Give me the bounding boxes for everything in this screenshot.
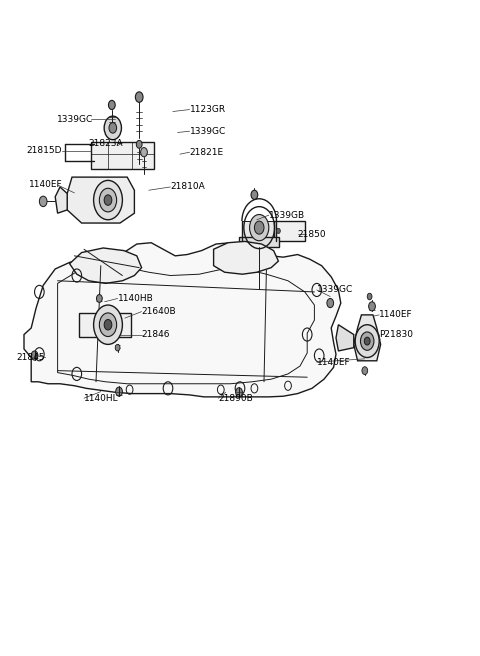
Polygon shape xyxy=(214,241,278,274)
Text: 21640B: 21640B xyxy=(142,307,176,316)
Polygon shape xyxy=(70,248,142,283)
Circle shape xyxy=(94,180,122,220)
Circle shape xyxy=(104,319,112,330)
Polygon shape xyxy=(55,187,67,213)
Text: 1140EF: 1140EF xyxy=(317,358,350,367)
Circle shape xyxy=(135,92,143,102)
Polygon shape xyxy=(336,325,354,351)
Circle shape xyxy=(96,295,102,302)
Circle shape xyxy=(115,344,120,351)
Text: 1339GB: 1339GB xyxy=(269,211,305,220)
Circle shape xyxy=(360,332,374,350)
Circle shape xyxy=(254,221,264,234)
Text: 21823A: 21823A xyxy=(89,138,123,148)
Circle shape xyxy=(369,302,375,311)
Circle shape xyxy=(104,116,121,140)
Text: 1123GR: 1123GR xyxy=(190,105,226,114)
Text: 1339GC: 1339GC xyxy=(317,285,353,295)
Circle shape xyxy=(327,298,334,308)
Polygon shape xyxy=(24,243,341,397)
Circle shape xyxy=(94,305,122,344)
Circle shape xyxy=(250,215,269,241)
Circle shape xyxy=(367,293,372,300)
Polygon shape xyxy=(239,237,279,247)
Circle shape xyxy=(99,188,117,212)
Circle shape xyxy=(104,195,112,205)
Circle shape xyxy=(136,140,142,148)
Text: 1140EF: 1140EF xyxy=(379,310,413,319)
Circle shape xyxy=(99,313,117,337)
Text: 1339GC: 1339GC xyxy=(57,115,94,124)
Circle shape xyxy=(141,148,147,157)
Circle shape xyxy=(108,100,115,110)
Polygon shape xyxy=(67,177,134,223)
Text: 21810A: 21810A xyxy=(170,182,205,192)
Text: 21846: 21846 xyxy=(142,330,170,339)
Circle shape xyxy=(116,387,122,396)
Circle shape xyxy=(276,228,280,234)
Text: 21815D: 21815D xyxy=(26,146,62,155)
Circle shape xyxy=(362,367,368,375)
Circle shape xyxy=(39,196,47,207)
Circle shape xyxy=(31,351,38,360)
Circle shape xyxy=(355,325,379,358)
Text: 21821E: 21821E xyxy=(190,148,224,157)
Polygon shape xyxy=(79,313,131,337)
Polygon shape xyxy=(274,221,305,241)
Text: 1140HL: 1140HL xyxy=(84,394,119,403)
Polygon shape xyxy=(242,221,276,237)
Text: P21830: P21830 xyxy=(379,330,413,339)
Circle shape xyxy=(236,388,242,397)
Text: 1140EF: 1140EF xyxy=(29,180,62,190)
Text: 21845: 21845 xyxy=(17,353,45,362)
Text: 1140HB: 1140HB xyxy=(118,294,153,303)
Polygon shape xyxy=(91,142,154,169)
Polygon shape xyxy=(354,315,381,361)
Text: 1339GC: 1339GC xyxy=(190,127,226,136)
Circle shape xyxy=(364,337,370,345)
Text: 21890B: 21890B xyxy=(218,394,253,403)
Circle shape xyxy=(251,190,258,199)
Circle shape xyxy=(109,123,117,133)
Text: 21850: 21850 xyxy=(298,230,326,239)
